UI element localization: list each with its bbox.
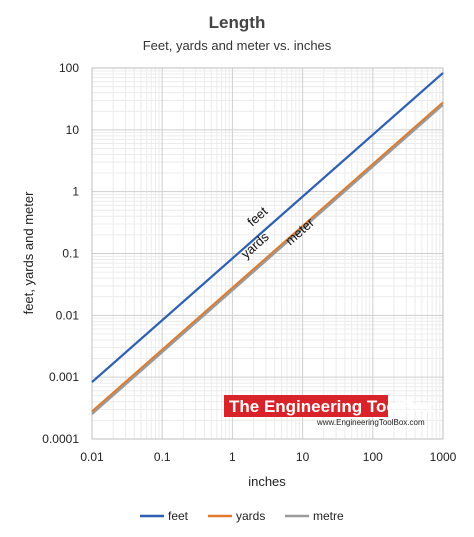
y-tick-label: 1	[72, 185, 79, 199]
x-tick-labels: 0.01 0.1 1 10 100 1000	[80, 450, 456, 464]
x-tick-label: 10	[296, 450, 310, 464]
watermark: The Engineering ToolBox www.EngineeringT…	[224, 395, 434, 427]
annotation-feet: feet	[244, 203, 270, 229]
series-lines	[91, 72, 444, 415]
x-tick-label: 0.1	[154, 450, 171, 464]
series-line-metre	[91, 103, 444, 415]
y-tick-label: 0.001	[49, 370, 79, 384]
x-axis-label: inches	[248, 474, 286, 489]
x-tick-label: 1	[229, 450, 236, 464]
watermark-title: The Engineering ToolBox	[229, 397, 434, 416]
legend: feet yards metre	[140, 509, 344, 523]
legend-label-yards: yards	[236, 509, 265, 523]
y-tick-label: 0.1	[62, 247, 79, 261]
watermark-banner	[224, 395, 388, 417]
legend-label-feet: feet	[168, 509, 189, 523]
x-tick-label: 1000	[430, 450, 457, 464]
y-tick-labels: 100 10 1 0.1 0.01 0.001 0.0001	[42, 61, 79, 446]
y-tick-label: 0.01	[56, 308, 80, 322]
chart-title: Length	[209, 13, 266, 32]
legend-label-metre: metre	[313, 509, 344, 523]
series-line-yards	[91, 101, 444, 413]
y-tick-label: 100	[59, 61, 79, 75]
chart-subtitle: Feet, yards and meter vs. inches	[143, 38, 332, 53]
series-line-feet	[91, 72, 444, 383]
plot-area-border	[91, 67, 444, 440]
watermark-url: www.EngineeringToolBox.com	[316, 418, 425, 427]
x-tick-label: 100	[363, 450, 383, 464]
x-tick-label: 0.01	[80, 450, 104, 464]
y-tick-label: 0.0001	[42, 432, 79, 446]
y-axis-label: feet, yards and meter	[21, 191, 36, 315]
y-tick-label: 10	[66, 123, 80, 137]
